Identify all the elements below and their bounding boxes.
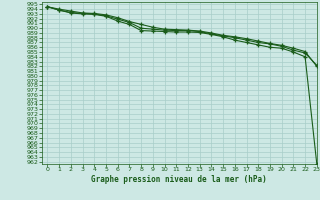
X-axis label: Graphe pression niveau de la mer (hPa): Graphe pression niveau de la mer (hPa) (91, 175, 267, 184)
